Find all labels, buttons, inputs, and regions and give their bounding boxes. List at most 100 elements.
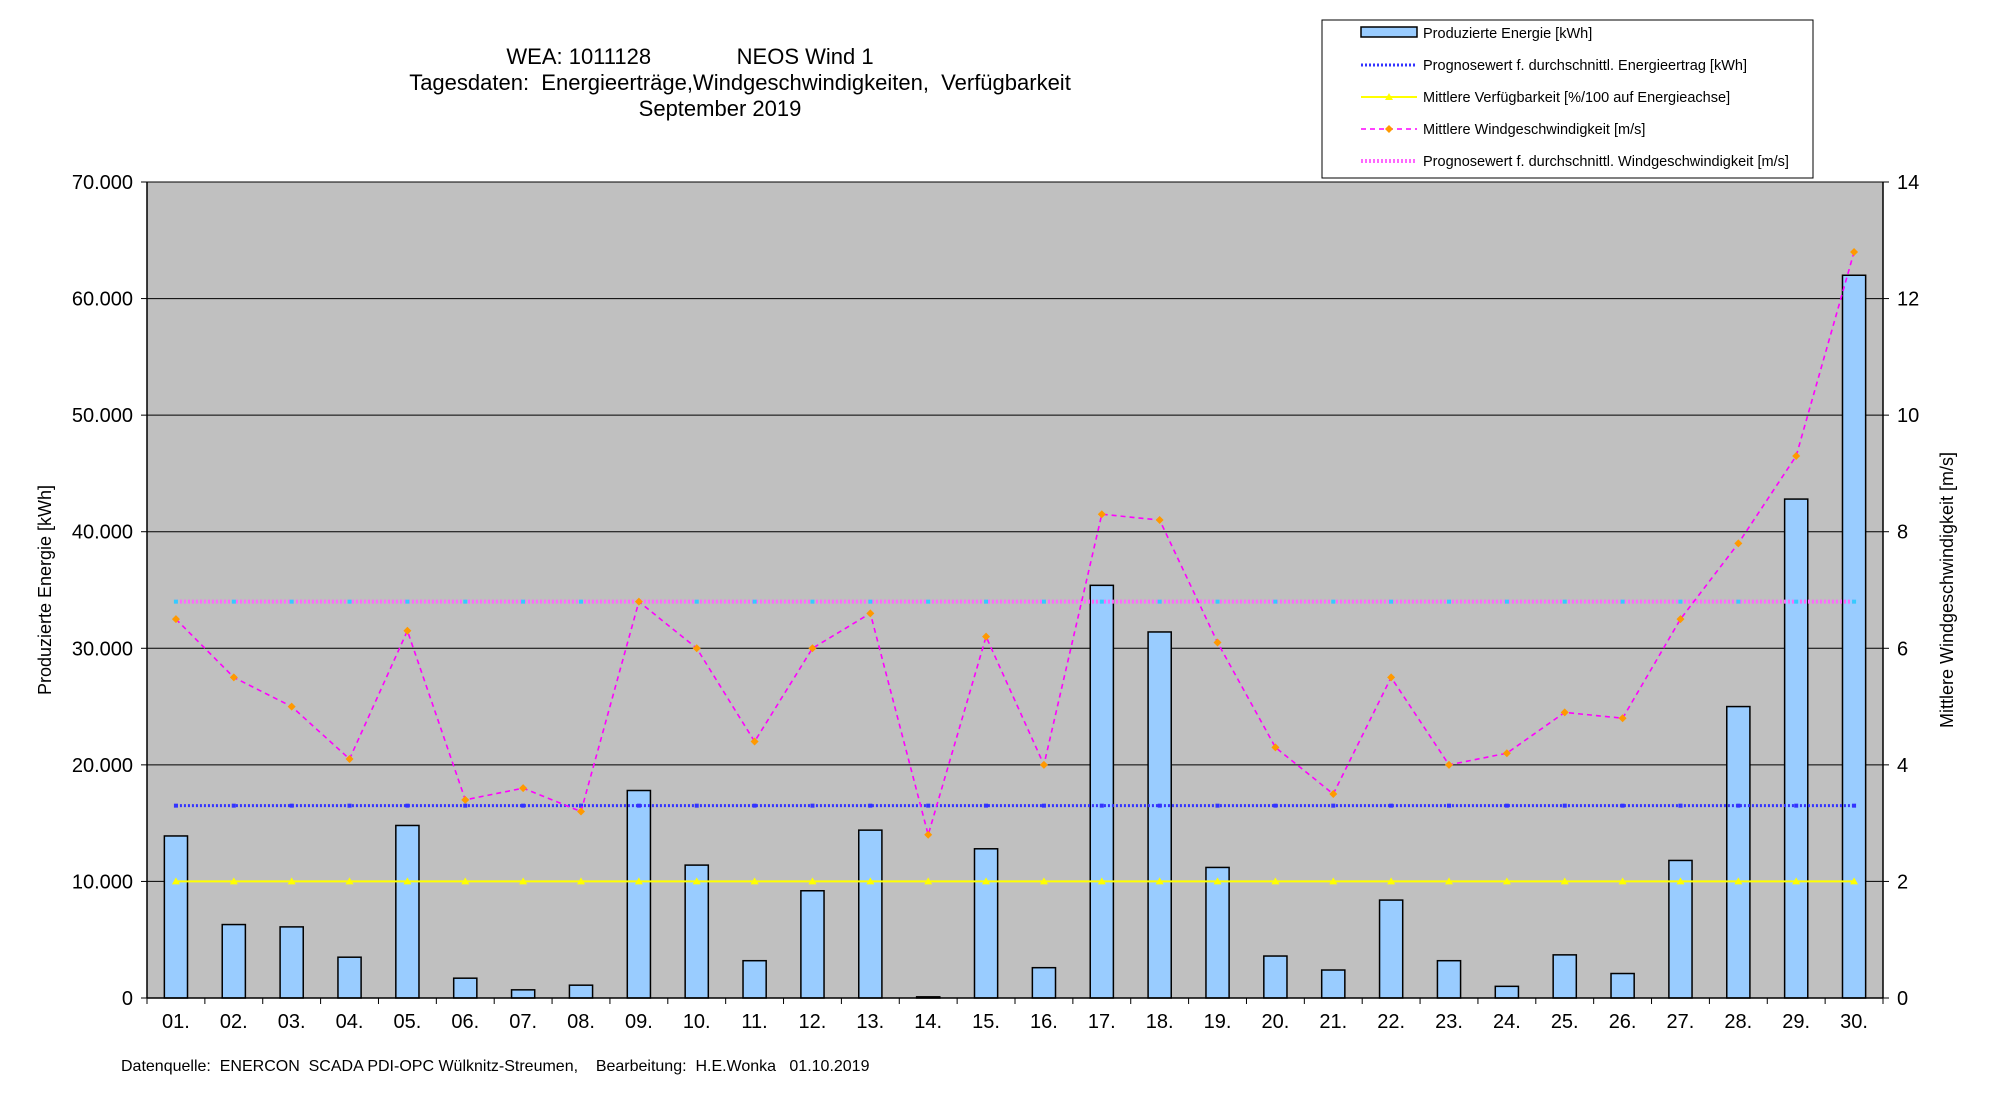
- wind-forecast-marker: [1099, 599, 1104, 604]
- energy-bar: [221, 923, 247, 999]
- energy-bar: [163, 835, 189, 999]
- legend-label: Prognosewert f. durchschnittl. Windgesch…: [1423, 154, 1789, 170]
- wind-speed-marker: [1039, 760, 1048, 769]
- x-tick-label: 18.: [1146, 1011, 1174, 1033]
- wind-forecast-marker: [405, 599, 410, 604]
- wind-speed-marker: [1329, 790, 1338, 798]
- x-tick-label: 02.: [220, 1011, 248, 1033]
- legend-marker-availability: [1385, 93, 1393, 100]
- x-tick-label: 28.: [1724, 1011, 1752, 1033]
- x-tick-label: 04.: [336, 1011, 364, 1033]
- availability-marker: [1329, 877, 1338, 885]
- availability-marker: [1676, 877, 1685, 885]
- energy-forecast-marker: [1852, 803, 1857, 808]
- x-tick-label: 21.: [1319, 1011, 1347, 1033]
- energy-bar: [1320, 969, 1346, 999]
- y2-tick-label: 8: [1897, 522, 1908, 544]
- series-lines: [171, 247, 1859, 885]
- wind-speed-marker: [924, 830, 933, 839]
- wind-speed-marker: [1271, 743, 1280, 752]
- wind-forecast-marker: [521, 599, 526, 604]
- energy-bar: [395, 824, 420, 999]
- availability-marker: [345, 877, 354, 885]
- wind-forecast-marker: [1678, 599, 1683, 604]
- energy-bar: [337, 956, 362, 999]
- wind-forecast-marker: [1215, 599, 1220, 604]
- energy-forecast-marker: [984, 803, 989, 808]
- plot-area: [146, 181, 1884, 999]
- energy-bar: [279, 926, 304, 999]
- energy-bar: [510, 989, 536, 999]
- chart-title-line-1: WEA: 1011128 NEOS Wind 1: [506, 44, 873, 69]
- y2-tick-label: 12: [1897, 289, 1919, 311]
- wind-forecast-marker: [1041, 599, 1046, 604]
- energy-forecast-marker: [1562, 803, 1567, 808]
- y-tick-label: 40.000: [72, 522, 133, 544]
- chart-title: WEA: 1011128 NEOS Wind 1 Tagesdaten: Ene…: [409, 44, 1071, 121]
- availability-marker: [287, 877, 296, 885]
- footer-source: Datenquelle: ENERCON SCADA PDI-OPC Wülkn…: [121, 1058, 870, 1075]
- x-tick-label: 07.: [509, 1011, 537, 1033]
- wind-forecast-marker: [579, 599, 583, 604]
- wind-speed-marker: [982, 632, 991, 641]
- energy-bar: [1263, 955, 1288, 999]
- energy-bar: [1031, 966, 1057, 999]
- y-tick-label: 70.000: [72, 172, 133, 194]
- availability-marker: [1734, 877, 1743, 885]
- wind-speed-marker: [345, 755, 354, 764]
- availability-marker: [1792, 877, 1801, 885]
- energy-forecast-marker: [1041, 803, 1046, 808]
- wind-forecast-marker: [1562, 599, 1567, 604]
- energy-bar: [742, 959, 767, 999]
- legend-marker-wind: [1385, 125, 1393, 133]
- availability-marker: [866, 877, 875, 885]
- energy-forecast-marker: [405, 803, 410, 808]
- x-tick-label: 29.: [1782, 1011, 1810, 1033]
- legend-label: Prognosewert f. durchschnittl. Energieer…: [1423, 58, 1747, 74]
- wind-speed-marker: [287, 702, 296, 711]
- energy-forecast-marker: [810, 803, 815, 808]
- x-tick-label: 09.: [625, 1011, 653, 1033]
- energy-bar: [1205, 866, 1230, 999]
- x-tick-label: 03.: [278, 1011, 306, 1033]
- wind-speed-marker: [461, 795, 470, 804]
- wind-speed-marker: [229, 673, 238, 682]
- legend-swatch-energy: [1360, 26, 1418, 38]
- energy-forecast-marker: [694, 803, 699, 808]
- x-tick-label: 12.: [799, 1011, 827, 1033]
- wind-speed-marker: [1560, 708, 1569, 717]
- energy-bar: [1726, 705, 1751, 999]
- wind-forecast-marker: [868, 599, 873, 604]
- availability-marker: [1850, 877, 1859, 885]
- availability-marker: [1618, 877, 1627, 885]
- energy-forecast-marker: [1794, 803, 1799, 808]
- x-tick-label: 15.: [972, 1011, 1000, 1033]
- wind-forecast-marker: [1273, 599, 1278, 604]
- energy-bar: [1378, 899, 1404, 999]
- wind-forecast-marker: [1852, 599, 1857, 604]
- y-tick-label: 0: [122, 988, 133, 1010]
- x-tick-label: 27.: [1667, 1011, 1695, 1033]
- energy-forecast-marker: [1447, 803, 1451, 808]
- availability-marker: [1097, 877, 1106, 885]
- wind-speed-line: [175, 251, 1855, 838]
- energy-forecast-marker: [1157, 803, 1162, 808]
- energy-forecast-marker: [173, 803, 178, 808]
- energy-forecast-marker: [1215, 803, 1220, 808]
- energy-bar: [800, 890, 825, 999]
- wind-forecast-marker: [810, 599, 815, 604]
- energy-forecast-marker: [1389, 803, 1394, 808]
- legend-label: Mittlere Windgeschwindigkeit [m/s]: [1423, 122, 1645, 138]
- availability-marker: [171, 877, 180, 885]
- y2-tick-label: 0: [1897, 988, 1908, 1010]
- availability-marker: [1271, 877, 1280, 885]
- energy-bar: [452, 977, 478, 999]
- y-tick-label: 10.000: [72, 871, 133, 893]
- x-tick-label: 25.: [1551, 1011, 1579, 1033]
- x-tick-label: 08.: [567, 1011, 595, 1033]
- energy-forecast-marker: [579, 803, 583, 808]
- x-tick-label: 24.: [1493, 1011, 1521, 1033]
- wind-forecast-marker: [1331, 599, 1336, 604]
- energy-bar: [1610, 972, 1635, 999]
- availability-marker: [924, 877, 933, 885]
